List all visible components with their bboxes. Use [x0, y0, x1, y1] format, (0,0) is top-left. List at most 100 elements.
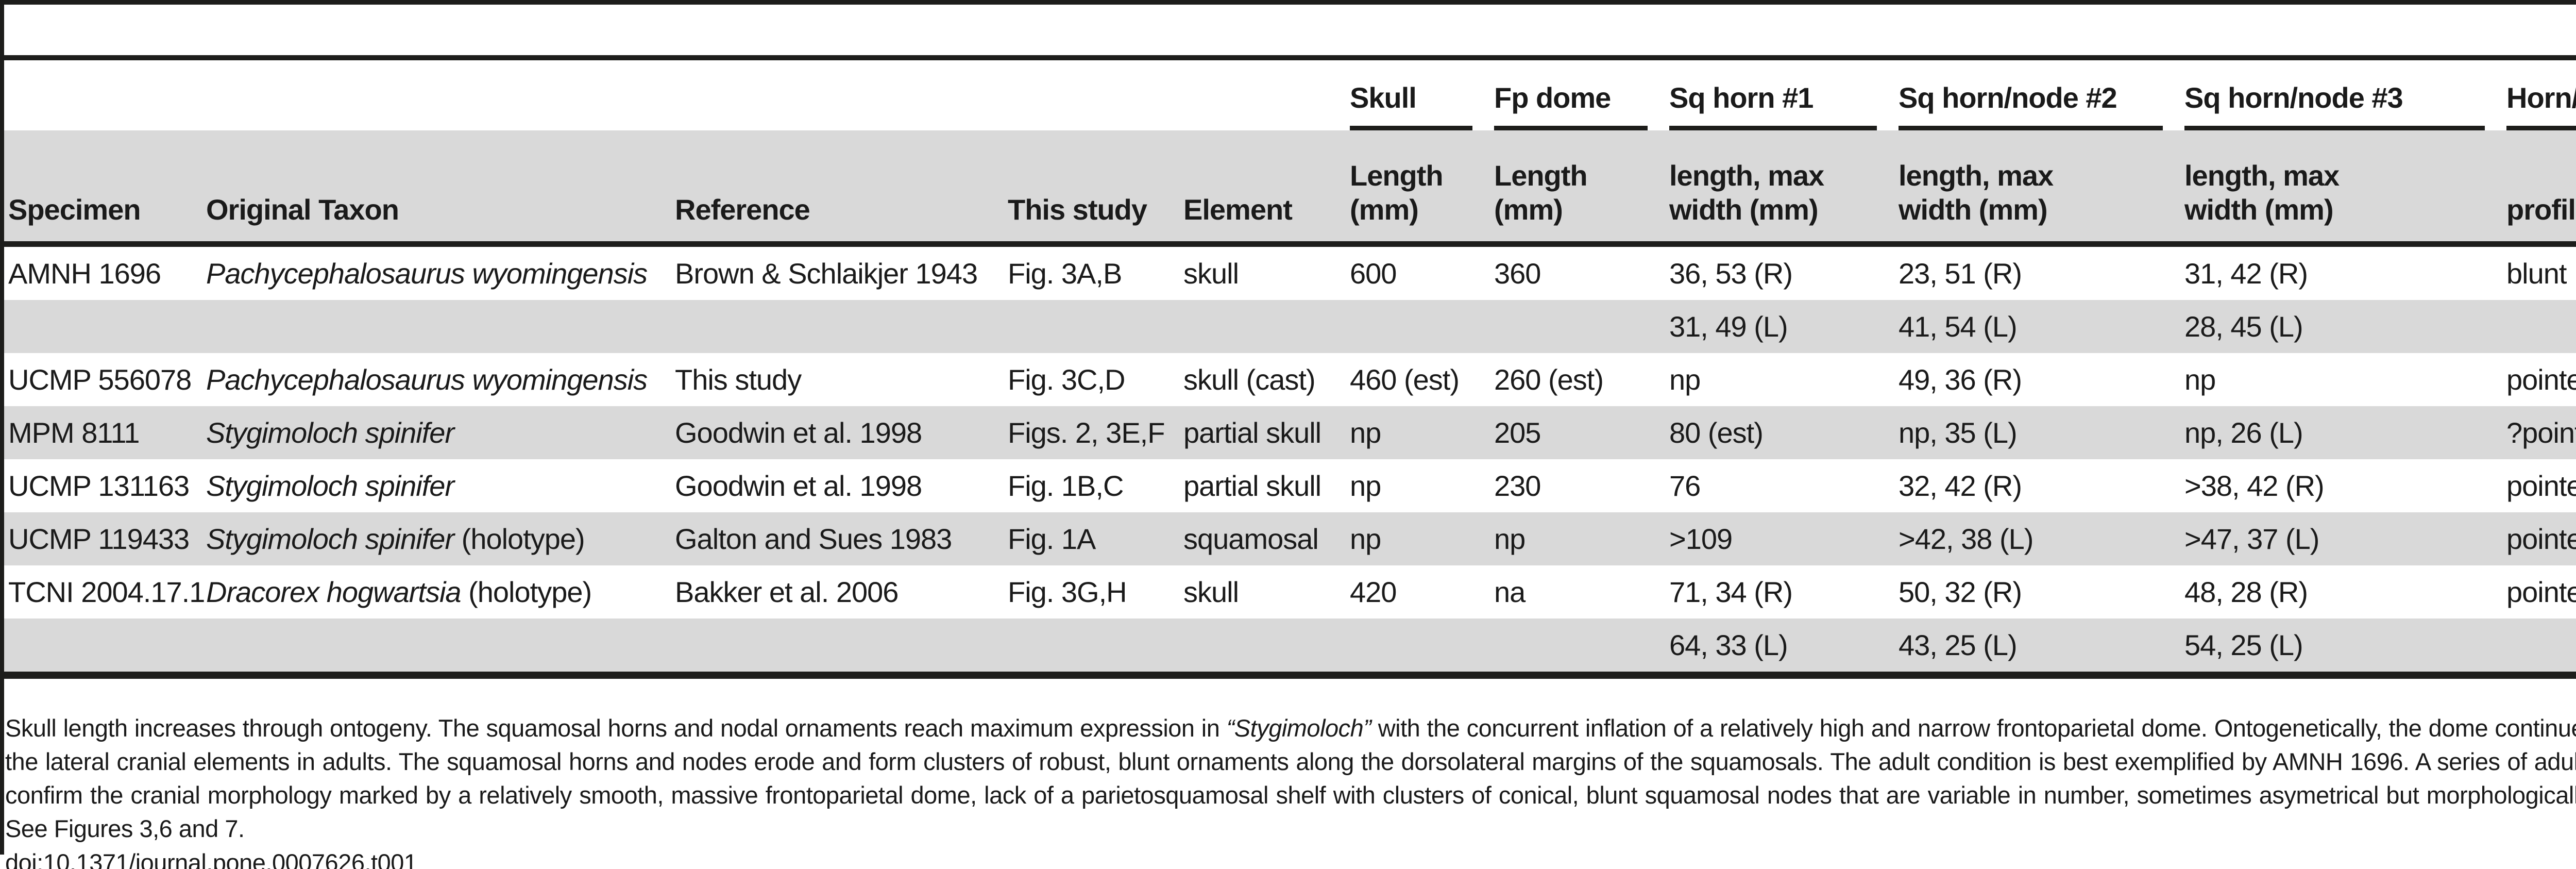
text: >42, 38 (L) — [1899, 523, 2033, 555]
table-cell: 31, 42 (R) — [2184, 244, 2506, 300]
column-header-cell: length, max width (mm) — [2184, 130, 2506, 247]
group-header-row: Skull Fp dome Sq horn #1 Sq horn/node #2 Sq … — [0, 58, 2576, 130]
text: skull (cast) — [1183, 363, 1316, 396]
table-cell: Fig. 1A — [1008, 512, 1183, 565]
table-cell: 230 — [1494, 459, 1669, 512]
italic-text: Stygimoloch spinifer — [206, 523, 454, 555]
table-cell: partial skull — [1183, 406, 1350, 459]
column-header-cell: length, max width (mm) — [1669, 130, 1899, 247]
text: pointed — [2506, 363, 2576, 396]
table-cell: MPM 8111 — [0, 406, 206, 459]
table-cell: Stygimoloch spinifer (holotype) — [206, 512, 675, 565]
text: Fig. 3A,B — [1008, 257, 1122, 290]
text: Bakker et al. 2006 — [675, 576, 899, 608]
table-cell: Brown & Schlaikjer 1943 — [675, 244, 1008, 300]
table-cell: TCNI 2004.17.1 — [0, 565, 206, 619]
text: 420 — [1350, 576, 1397, 608]
table-cell: Goodwin et al. 1998 — [675, 459, 1008, 512]
group-header-cell: Fp dome — [1494, 58, 1669, 130]
italic-text: Pachycephalosaurus wyomingensis — [206, 363, 648, 396]
text: Figs. 2, 3E,F — [1008, 416, 1165, 449]
table-cell: This study — [675, 353, 1008, 406]
table-cell: np — [1494, 512, 1669, 565]
specimen-table: Skull Fp dome Sq horn #1 Sq horn/node #2 Sq … — [0, 55, 2576, 679]
table-cell: Stygimoloch spinifer — [206, 406, 675, 459]
text: 205 — [1494, 416, 1541, 449]
header-gap — [0, 5, 2576, 55]
table-cell: Pachycephalosaurus wyomingensis — [206, 353, 675, 406]
text: pointed — [2506, 523, 2576, 555]
text: 76 — [1669, 470, 1701, 502]
table-cell: ?pointed — [2506, 406, 2576, 459]
text: MPM 8111 — [8, 416, 140, 449]
italic-text: Pachycephalosaurus wyomingensis — [206, 257, 648, 290]
table-cell: UCMP 131163 — [0, 459, 206, 512]
column-header-cell: Reference — [675, 130, 1008, 247]
text: 41, 54 (L) — [1899, 310, 2018, 343]
table-cell: >47, 37 (L) — [2184, 512, 2506, 565]
table-cell — [675, 619, 1008, 679]
text: 31, 42 (R) — [2184, 257, 2308, 290]
table-cell: np — [2184, 353, 2506, 406]
table-cell — [206, 300, 675, 353]
table-cell: 50, 32 (R) — [1899, 565, 2184, 619]
table-cell: partial skull — [1183, 459, 1350, 512]
text: 360 — [1494, 257, 1541, 290]
column-header-label: length, max — [1669, 159, 1824, 192]
text: 32, 42 (R) — [1899, 470, 2022, 502]
table-cell — [1494, 300, 1669, 353]
column-header-label: Element — [1183, 193, 1293, 226]
table-cell: Figs. 2, 3E,F — [1008, 406, 1183, 459]
text: pointed — [2506, 576, 2576, 608]
italic-text: Stygimoloch spinifer — [206, 416, 454, 449]
text: This study — [675, 363, 802, 396]
table-cell: >42, 38 (L) — [1899, 512, 2184, 565]
table-cell: >109 — [1669, 512, 1899, 565]
table-cell: 41, 54 (L) — [1899, 300, 2184, 353]
text: 23, 51 (R) — [1899, 257, 2022, 290]
text: Fig. 1B,C — [1008, 470, 1124, 502]
text: partial skull — [1183, 470, 1321, 502]
table-cell: Goodwin et al. 1998 — [675, 406, 1008, 459]
table-cell — [0, 300, 206, 353]
text: UCMP 119433 — [8, 523, 190, 555]
group-header-empty-cell — [1008, 58, 1183, 130]
table-cell: >38, 42 (R) — [2184, 459, 2506, 512]
table-cell — [1008, 619, 1183, 679]
table-cell: pointed — [2506, 459, 2576, 512]
table-cell — [1183, 619, 1350, 679]
column-header-label: Length — [1350, 159, 1444, 192]
table-cell: 49, 36 (R) — [1899, 353, 2184, 406]
left-edge-rule — [0, 0, 4, 855]
text: 43, 25 (L) — [1899, 629, 2018, 661]
text: Fig. 3C,D — [1008, 363, 1125, 396]
text: (holotype) — [461, 576, 592, 608]
column-header-label: Specimen — [8, 193, 141, 226]
text: 31, 49 (L) — [1669, 310, 1788, 343]
italic-text: Dracorex hogwartsia — [206, 576, 462, 608]
column-header-cell: This study — [1008, 130, 1183, 247]
text: 48, 28 (R) — [2184, 576, 2308, 608]
text: np — [1350, 523, 1381, 555]
table-cell — [675, 300, 1008, 353]
text: squamosal — [1183, 523, 1319, 555]
table-cell: 43, 25 (L) — [1899, 619, 2184, 679]
text: >38, 42 (R) — [2184, 470, 2325, 502]
text: skulls confirm the cranial morphology ma… — [5, 781, 2576, 842]
column-header-label: (mm) — [1350, 193, 1419, 226]
column-header-cell: Specimen — [0, 130, 206, 247]
column-header-label: length, max — [2184, 159, 2340, 192]
group-header-cell: Sq horn #1 — [1669, 58, 1899, 130]
table-cell: 420 — [1350, 565, 1494, 619]
group-header-label: Fp dome — [1494, 81, 1648, 130]
table-cell: Fig. 3A,B — [1008, 244, 1183, 300]
text: Galton and Sues 1983 — [675, 523, 952, 555]
text: np — [1350, 416, 1381, 449]
group-header-label: Horn/node — [2506, 81, 2576, 130]
table-body: AMNH 1696 Pachycephalosaurus wyomingensis… — [0, 244, 2576, 679]
table-cell: np — [1350, 406, 1494, 459]
table-row: UCMP 556078 Pachycephalosaurus wyomingens… — [0, 353, 2576, 406]
group-header-empty-cell — [1183, 58, 1350, 130]
column-header-label: width (mm) — [1899, 193, 2048, 226]
text: Goodwin et al. 1998 — [675, 416, 922, 449]
